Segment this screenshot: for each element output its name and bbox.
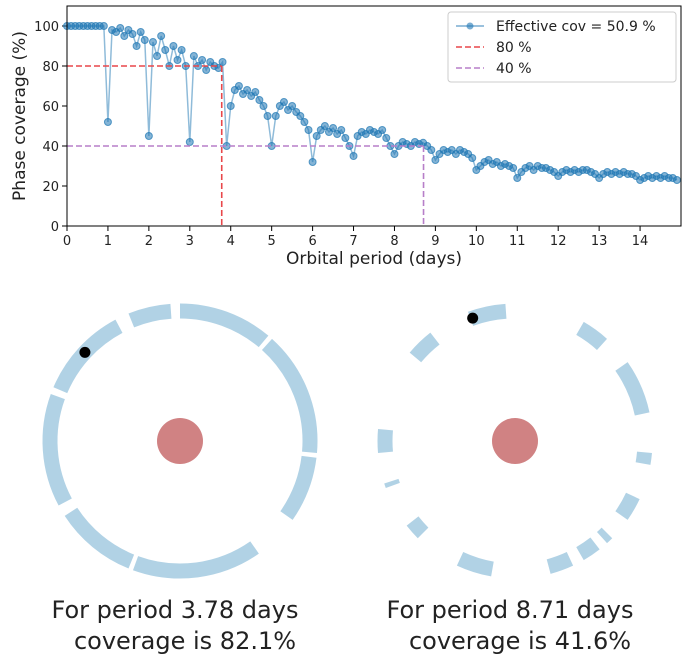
data-point: [379, 127, 386, 134]
x-tick-label: 7: [349, 234, 357, 249]
data-point: [162, 47, 169, 54]
coverage-arc: [621, 496, 632, 516]
data-point: [309, 159, 316, 166]
coverage-arc: [460, 559, 492, 569]
caption-line: For period 3.78 days: [52, 596, 299, 624]
caption-line: coverage is 41.6%: [409, 627, 631, 655]
data-point: [280, 99, 287, 106]
data-point: [129, 31, 136, 38]
coverage-arc: [602, 533, 607, 538]
x-tick-label: 14: [632, 234, 649, 249]
x-tick-label: 10: [468, 234, 485, 249]
legend-marker: [467, 23, 474, 30]
x-tick-label: 12: [550, 234, 567, 249]
data-point: [391, 151, 398, 158]
coverage-arc: [643, 452, 644, 463]
data-point: [673, 177, 680, 184]
legend-label: 40 %: [496, 61, 532, 77]
x-tick-label: 5: [268, 234, 276, 249]
data-point: [145, 133, 152, 140]
legend-label: 80 %: [496, 40, 532, 56]
coverage-arc: [131, 311, 171, 320]
y-tick-label: 20: [42, 180, 59, 195]
coverage-arc: [50, 397, 65, 502]
y-tick-label: 0: [51, 220, 59, 235]
data-point: [510, 165, 517, 172]
x-tick-label: 2: [145, 234, 153, 249]
coverage-arc: [391, 481, 392, 485]
x-tick-label: 4: [227, 234, 235, 249]
data-point: [174, 57, 181, 64]
phase-marker: [79, 347, 90, 358]
data-point: [338, 127, 345, 134]
data-point: [219, 59, 226, 66]
data-point: [301, 119, 308, 126]
coverage-arc: [267, 344, 310, 452]
data-point: [342, 135, 349, 142]
x-tick-label: 9: [431, 234, 439, 249]
x-tick-label: 8: [390, 234, 398, 249]
caption-line: For period 8.71 days: [387, 596, 634, 624]
data-point: [383, 135, 390, 142]
data-point: [305, 127, 312, 134]
x-tick-label: 3: [186, 234, 194, 249]
phase-marker: [467, 313, 478, 324]
data-point: [141, 37, 148, 44]
coverage-arc: [415, 339, 435, 358]
coverage-arc: [286, 457, 309, 516]
data-point: [264, 113, 271, 120]
data-point: [186, 139, 193, 146]
data-point: [227, 103, 234, 110]
data-point: [178, 47, 185, 54]
data-point: [252, 89, 259, 96]
data-point: [117, 25, 124, 32]
planet: [157, 418, 203, 464]
coverage-arc: [580, 328, 602, 344]
coverage-arc: [136, 547, 255, 571]
data-point: [235, 83, 242, 90]
x-tick-label: 11: [509, 234, 526, 249]
data-point: [158, 33, 165, 40]
x-axis-label: Orbital period (days): [286, 249, 462, 269]
data-point: [199, 57, 206, 64]
data-point: [428, 147, 435, 154]
coverage-arc: [621, 366, 642, 414]
data-point: [260, 103, 267, 110]
coverage-arc: [549, 559, 570, 567]
y-tick-label: 40: [42, 140, 59, 155]
coverage-arc: [580, 543, 595, 553]
data-point: [104, 119, 111, 126]
coverage-arc: [180, 311, 264, 341]
coverage-arc: [71, 512, 131, 562]
data-point: [100, 23, 107, 30]
data-point: [190, 53, 197, 60]
x-tick-label: 1: [104, 234, 112, 249]
x-tick-label: 13: [591, 234, 608, 249]
data-point: [137, 29, 144, 36]
data-point: [149, 39, 156, 46]
data-point: [170, 43, 177, 50]
y-tick-label: 60: [42, 100, 59, 115]
planet: [492, 418, 538, 464]
data-point: [350, 153, 357, 160]
y-tick-label: 100: [34, 20, 59, 35]
data-point: [203, 67, 210, 74]
data-point: [272, 113, 279, 120]
x-tick-label: 6: [308, 234, 316, 249]
legend-label: Effective cov = 50.9 %: [496, 19, 656, 35]
y-tick-label: 80: [42, 60, 59, 75]
data-point: [469, 155, 476, 162]
data-point: [154, 53, 161, 60]
data-point: [133, 43, 140, 50]
caption-line: coverage is 82.1%: [74, 627, 296, 655]
coverage-arc: [413, 521, 424, 533]
coverage-arc: [60, 326, 119, 390]
y-axis-label: Phase coverage (%): [10, 31, 30, 201]
x-tick-label: 0: [63, 234, 71, 249]
